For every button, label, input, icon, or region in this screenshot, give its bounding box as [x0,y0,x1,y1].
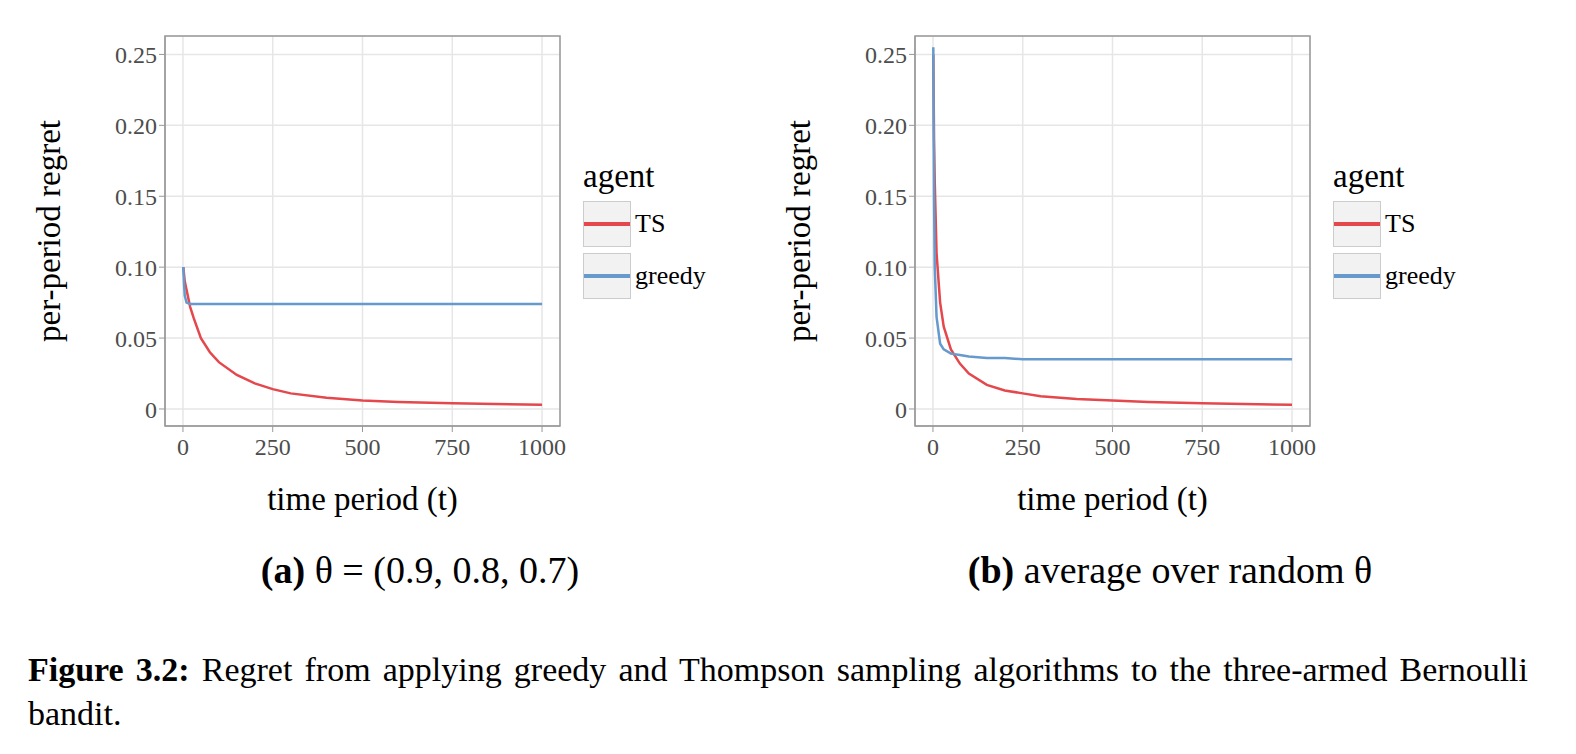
html-text:agent: agent [583,158,655,194]
html-text:greedy: greedy [635,261,706,290]
svg-text:1000: 1000 [1268,434,1316,460]
svg-text:250: 250 [255,434,291,460]
svg-text:0: 0 [145,397,157,423]
svg-text:0.05: 0.05 [115,326,157,352]
svg-text:0.15: 0.15 [865,184,907,210]
svg-text:0.20: 0.20 [865,113,907,139]
html-text:greedy: greedy [1385,261,1456,290]
svg-text:time period (t): time period (t) [1017,481,1208,518]
svg-text:500: 500 [345,434,381,460]
svg-text:per-period regret: per-period regret [781,120,817,342]
html-text:TS: TS [635,209,666,238]
svg-text:500: 500 [1095,434,1131,460]
html-text:(a) θ = (0.9, 0.8, 0.7): (a) θ = (0.9, 0.8, 0.7) [260,549,580,591]
html-text:(b) average over random θ: (b) average over random θ [967,549,1373,591]
svg-text:time period (t): time period (t) [267,481,458,518]
svg-text:0.10: 0.10 [865,255,907,281]
svg-text:0.10: 0.10 [115,255,157,281]
svg-text:0.15: 0.15 [115,184,157,210]
svg-text:0.25: 0.25 [115,42,157,68]
svg-text:0: 0 [927,434,939,460]
svg-text:0: 0 [177,434,189,460]
svg-text:0: 0 [895,397,907,423]
svg-text:750: 750 [1184,434,1220,460]
svg-text:0.20: 0.20 [115,113,157,139]
svg-text:750: 750 [434,434,470,460]
html-text:Figure 3.2: Regret from applyi: Figure 3.2: Regret from applying greedy … [28,651,1528,732]
html-text:agent: agent [1333,158,1405,194]
svg-text:0.25: 0.25 [865,42,907,68]
svg-text:250: 250 [1005,434,1041,460]
svg-text:per-period regret: per-period regret [31,120,67,342]
svg-text:1000: 1000 [518,434,566,460]
html-text:TS: TS [1385,209,1416,238]
svg-text:0.05: 0.05 [865,326,907,352]
